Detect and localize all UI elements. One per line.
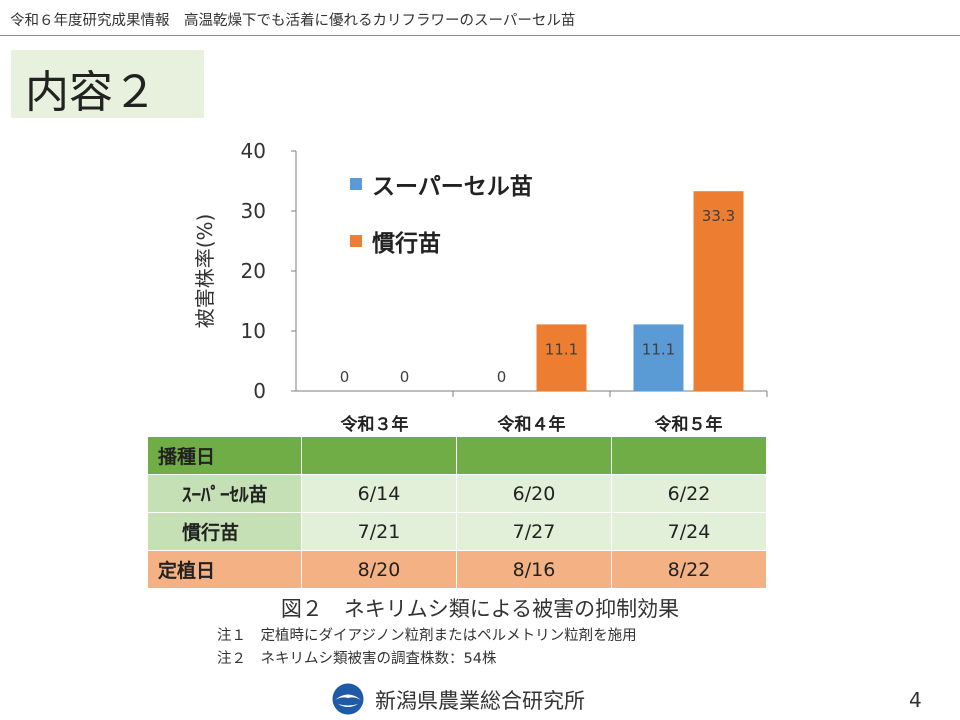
bar xyxy=(693,191,744,391)
table-cell xyxy=(456,436,612,475)
y-tick-label: 30 xyxy=(241,199,266,223)
note-1: 注１ 定植時にダイアジノン粒剤またはペルメトリン粒剤を施用 xyxy=(217,628,637,644)
row-label: 定植日 xyxy=(147,550,302,589)
y-axis-title: 被害株率(%) xyxy=(193,214,217,329)
y-tick-label: 0 xyxy=(253,379,266,403)
data-label: 33.3 xyxy=(702,207,735,225)
table-cell: 6/22 xyxy=(611,474,767,513)
legend-label: 慣行苗 xyxy=(371,230,441,257)
legend-label: スーパーセル苗 xyxy=(372,174,533,200)
institute-logo-icon xyxy=(332,683,364,715)
table-cell: 8/16 xyxy=(456,550,612,589)
legend-swatch xyxy=(350,235,362,247)
data-label: 0 xyxy=(400,368,410,386)
table-cell: 6/20 xyxy=(456,474,612,513)
table-cell: 7/21 xyxy=(301,512,457,551)
row-label: 慣行苗 xyxy=(147,512,302,551)
table-row-planting-date: 定植日 8/20 8/16 8/22 xyxy=(147,550,767,589)
y-tick-label: 20 xyxy=(241,259,266,283)
table-cell: 6/14 xyxy=(301,474,457,513)
bar xyxy=(536,324,587,391)
schedule-table: 播種日 ｽｰﾊﾟｰｾﾙ苗 6/14 6/20 6/22 慣行苗 7/21 7/2… xyxy=(147,436,767,589)
legend-swatch xyxy=(350,178,362,190)
note-2: 注２ ネキリムシ類被害の調査株数：54株 xyxy=(217,651,497,667)
table-row-super-cell: ｽｰﾊﾟｰｾﾙ苗 6/14 6/20 6/22 xyxy=(147,474,767,513)
slide-title-box: 内容２ xyxy=(11,50,204,118)
table-row-sowing-date: 播種日 xyxy=(147,436,767,475)
data-label: 0 xyxy=(340,368,350,386)
table-cell: 7/24 xyxy=(611,512,767,551)
table-row-conventional: 慣行苗 7/21 7/27 7/24 xyxy=(147,512,767,551)
data-label: 11.1 xyxy=(545,340,578,358)
x-category-label: 令和５年 xyxy=(655,414,723,435)
table-cell xyxy=(611,436,767,475)
footer-org: 新潟県農業総合研究所 xyxy=(375,689,585,713)
table-cell: 8/22 xyxy=(611,550,767,589)
page-number: 4 xyxy=(909,688,922,712)
table-cell: 7/27 xyxy=(456,512,612,551)
header-title: 令和６年度研究成果情報 高温乾燥下でも活着に優れるカリフラワーのスーパーセル苗 xyxy=(10,13,576,29)
y-tick-label: 40 xyxy=(241,139,266,163)
table-cell xyxy=(301,436,457,475)
header-divider xyxy=(0,35,960,36)
row-label: ｽｰﾊﾟｰｾﾙ苗 xyxy=(147,474,302,513)
x-category-label: 令和３年 xyxy=(341,414,409,435)
y-tick-label: 10 xyxy=(241,319,266,343)
x-category-label: 令和４年 xyxy=(498,414,566,435)
figure-caption: 図２ ネキリムシ類による被害の抑制効果 xyxy=(280,597,680,621)
data-label: 11.1 xyxy=(642,340,675,358)
data-label: 0 xyxy=(497,368,507,386)
slide-title: 内容２ xyxy=(25,67,157,118)
bar xyxy=(633,324,684,391)
table-cell: 8/20 xyxy=(301,550,457,589)
bar-chart: 0 10 20 30 40 被害株率(%) 0 0 令和３年 0 11.1 令和４年 11.1 33.3 令… xyxy=(193,139,768,435)
row-label: 播種日 xyxy=(147,436,302,475)
